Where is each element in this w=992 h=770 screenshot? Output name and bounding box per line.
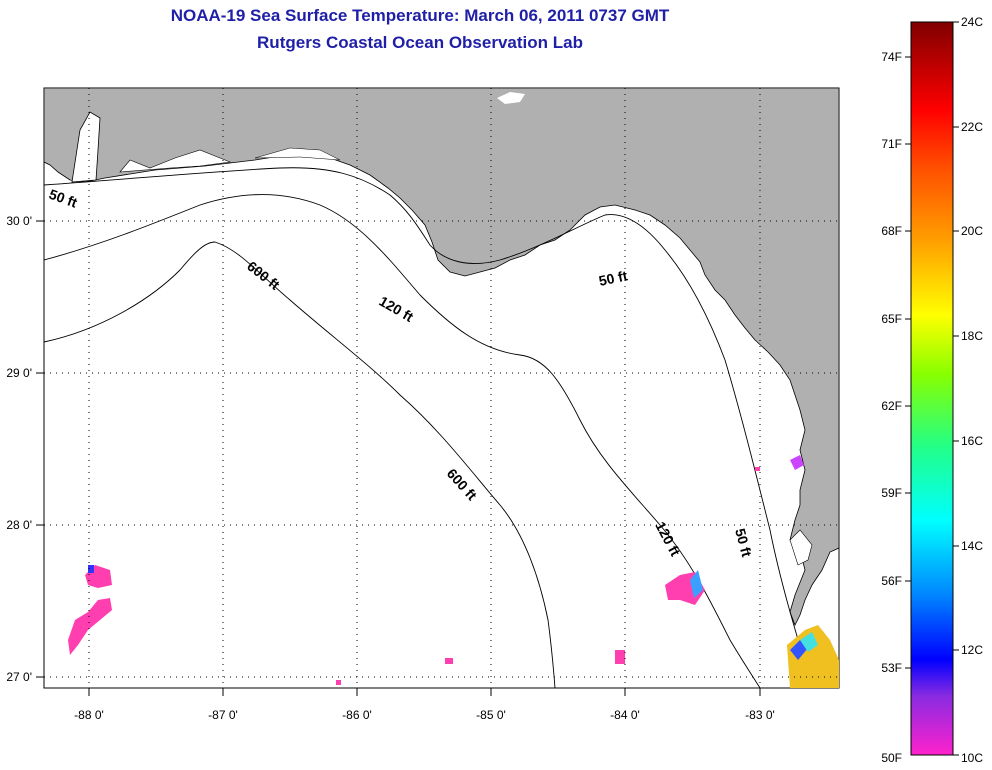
lat-label: 27 0' [6, 670, 32, 684]
colorbar-ticks [905, 21, 959, 756]
map-title: NOAA-19 Sea Surface Temperature: March 0… [170, 6, 670, 25]
axis-ticks [36, 220, 761, 696]
contour-50ft [44, 167, 811, 681]
colorbar-f-label: 74F [881, 50, 902, 64]
colorbar-c-label: 18C [961, 329, 983, 343]
lat-label: 28 0' [6, 518, 32, 532]
colorbar-c-label: 14C [961, 539, 983, 553]
lon-label: -84 0' [610, 708, 640, 722]
mobile-bay [71, 111, 101, 183]
colorbar-f-label: 50F [881, 751, 902, 765]
lon-label: -85 0' [476, 708, 506, 722]
colorbar-f-label: 53F [881, 661, 902, 675]
lon-label: -88 0' [74, 708, 104, 722]
colorbar-f-label: 71F [881, 137, 902, 151]
sst-patches [68, 455, 839, 688]
colorbar-f-label: 59F [881, 486, 902, 500]
colorbar-c-label: 16C [961, 434, 983, 448]
contour-label-50ft-central: 50 ft [597, 267, 629, 289]
choctawhatchee-bay [254, 147, 341, 161]
map-gridlines [44, 88, 839, 688]
colorbar-c-label: 24C [961, 15, 983, 29]
colorbar-f-label: 68F [881, 224, 902, 238]
colorbar-f-label: 65F [881, 312, 902, 326]
inland-lake [497, 92, 525, 104]
colorbar-c-label: 20C [961, 224, 983, 238]
colorbar-f-label: 56F [881, 574, 902, 588]
pensacola-bays [119, 149, 232, 173]
lon-label: -87 0' [208, 708, 238, 722]
lon-label: -83 0' [745, 708, 775, 722]
colorbar-f-label: 62F [881, 399, 902, 413]
tampa-bay [789, 529, 813, 566]
lon-label: -86 0' [342, 708, 372, 722]
lat-label: 30 0' [6, 214, 32, 228]
contour-label-50ft-south: 50 ft [732, 527, 755, 559]
colorbar [910, 21, 954, 756]
colorbar-c-label: 22C [961, 120, 983, 134]
colorbar-c-label: 10C [961, 751, 983, 765]
colorbar-c-label: 12C [961, 643, 983, 657]
map-subtitle: Rutgers Coastal Ocean Observation Lab [257, 33, 583, 52]
lat-label: 29 0' [6, 366, 32, 380]
contour-600ft [44, 241, 556, 688]
